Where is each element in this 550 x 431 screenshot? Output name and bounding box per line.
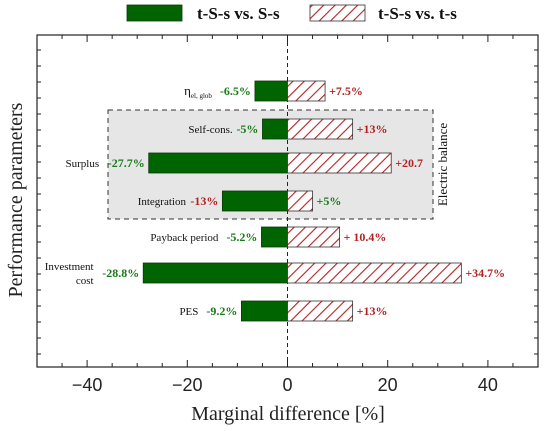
legend: t-S-s vs. S-s t-S-s vs. t-s xyxy=(126,4,457,23)
value-label-series2: +34.7% xyxy=(465,266,505,280)
x-tick-label: 40 xyxy=(478,375,498,395)
bar-series2 xyxy=(287,226,341,248)
electric-balance-label: Electric balance xyxy=(435,123,450,207)
bar-series2 xyxy=(287,190,313,212)
bar-series1 xyxy=(148,152,288,174)
bar-series1 xyxy=(221,190,288,212)
value-label-series1: -13% xyxy=(190,194,218,208)
bar-series2 xyxy=(287,262,462,284)
value-label-series1: -28.8% xyxy=(102,266,139,280)
y-axis-label: Performance parameters xyxy=(5,102,27,297)
bar-series1 xyxy=(261,226,288,248)
category-label: Integration xyxy=(138,196,187,208)
value-label-series2: +7.5% xyxy=(329,84,363,98)
legend-label-series2: t-S-s vs. t-s xyxy=(378,4,457,23)
legend-swatch-series2 xyxy=(309,4,366,22)
bar-series1 xyxy=(241,300,288,322)
x-tick-label: 0 xyxy=(282,375,292,395)
bar-series2 xyxy=(287,80,326,102)
plot-area: Electric balance −40 −20 0 20 40 -6.5% +7.5% ηel… xyxy=(36,34,539,395)
category-label: Payback period xyxy=(150,232,219,244)
category-label: Investment xyxy=(45,261,94,273)
value-label-series2: +13% xyxy=(357,122,388,136)
category-label: Surplus xyxy=(65,158,99,170)
bar-series1 xyxy=(254,80,288,102)
value-label-series2: +20.7 xyxy=(395,156,423,170)
value-label-series1: -5.2% xyxy=(226,230,257,244)
bar-series1 xyxy=(262,118,288,140)
value-label-series1: -9.2% xyxy=(206,304,237,318)
value-label-series2: + 10.4% xyxy=(344,230,387,244)
x-axis-label: Marginal difference [%] xyxy=(191,403,385,425)
value-label-series2: +5% xyxy=(317,194,342,208)
category-label: ηel, glob xyxy=(184,83,212,100)
bar-series2 xyxy=(287,118,354,140)
value-label-series1: -6.5% xyxy=(220,84,251,98)
bar-series1 xyxy=(142,262,288,284)
value-label-series1: -5% xyxy=(236,122,258,136)
category-label: cost xyxy=(76,275,94,287)
legend-swatch-series1 xyxy=(126,4,183,22)
legend-label-series1: t-S-s vs. S-s xyxy=(197,4,280,23)
x-tick-label: 20 xyxy=(378,375,398,395)
value-label-series1: -27.7% xyxy=(108,156,145,170)
category-label: Self-cons. xyxy=(188,124,233,136)
x-tick-label: −20 xyxy=(172,375,203,395)
x-tick-label: −40 xyxy=(72,375,103,395)
bar-series2 xyxy=(287,300,354,322)
category-label: PES xyxy=(179,306,198,318)
bar-series2 xyxy=(287,152,392,174)
value-label-series2: +13% xyxy=(357,304,388,318)
